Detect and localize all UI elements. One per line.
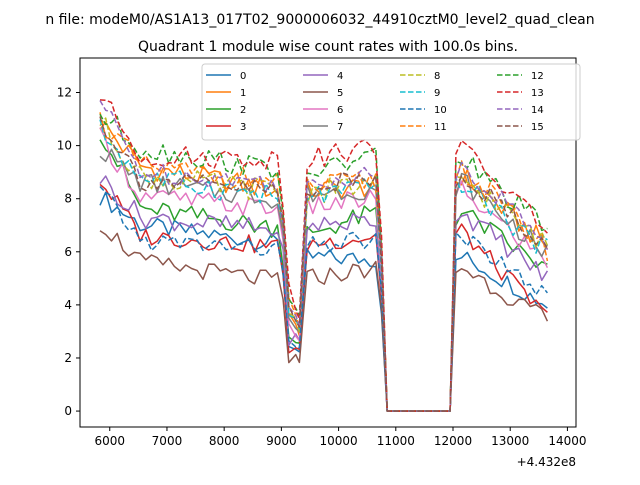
y-axis: 0 2 4 6 8 10 12 xyxy=(57,86,80,418)
chart-title: Quadrant 1 module wise count rates with … xyxy=(138,39,518,55)
y-tick-label: 0 xyxy=(64,404,72,418)
series-line-3 xyxy=(99,183,548,412)
x-axis: 6000 7000 8000 9000 10000 11000 12000 13000 1400… xyxy=(94,427,587,448)
legend-label-10: 10 xyxy=(434,105,447,116)
series-line-9 xyxy=(99,119,548,412)
x-tick-label: 14000 xyxy=(548,434,586,448)
series-line-7 xyxy=(99,148,549,412)
series-line-5 xyxy=(99,230,549,412)
legend-label-7: 7 xyxy=(337,122,343,133)
legend-label-5: 5 xyxy=(337,88,343,99)
plot-frame xyxy=(79,57,577,428)
y-tick-label: 4 xyxy=(64,298,72,312)
legend-label-14: 14 xyxy=(531,105,544,116)
legend-label-4: 4 xyxy=(337,71,343,82)
legend-label-1: 1 xyxy=(240,88,246,99)
y-tick-label: 2 xyxy=(64,351,72,365)
series-line-15 xyxy=(99,116,549,412)
series-line-14 xyxy=(99,100,549,412)
x-tick-label: 10000 xyxy=(319,434,357,448)
x-tick-label: 8000 xyxy=(209,434,240,448)
x-tick-label: 9000 xyxy=(266,434,297,448)
x-tick-label: 11000 xyxy=(377,434,415,448)
series-line-6 xyxy=(99,127,549,412)
legend-label-8: 8 xyxy=(434,71,440,82)
y-tick-label: 8 xyxy=(64,192,72,206)
series-line-2 xyxy=(99,139,548,412)
x-tick-label: 13000 xyxy=(491,434,529,448)
legend-label-11: 11 xyxy=(434,122,447,133)
y-tick-label: 12 xyxy=(57,86,72,100)
series-line-8 xyxy=(99,117,549,412)
x-tick-label: 7000 xyxy=(152,434,183,448)
legend-label-13: 13 xyxy=(531,88,544,99)
series-line-13 xyxy=(99,99,548,412)
series-line-12 xyxy=(99,113,548,412)
legend-label-12: 12 xyxy=(531,71,544,82)
legend-label-15: 15 xyxy=(531,122,544,133)
y-tick-label: 10 xyxy=(57,139,72,153)
legend-box xyxy=(201,63,581,141)
legend-label-0: 0 xyxy=(240,71,246,82)
x-tick-label: 6000 xyxy=(94,434,125,448)
legend-label-3: 3 xyxy=(240,122,246,133)
series-line-10 xyxy=(99,185,548,412)
legend-label-2: 2 xyxy=(240,105,246,116)
figure-suptitle: n file: modeM0/AS1A13_017T02_9000006032_… xyxy=(45,12,594,28)
legend-label-9: 9 xyxy=(434,88,440,99)
y-tick-label: 6 xyxy=(64,245,72,259)
x-tick-label: 12000 xyxy=(434,434,472,448)
legend-label-6: 6 xyxy=(337,105,343,116)
series-line-11 xyxy=(99,112,549,412)
x-offset-label: +4.432e8 xyxy=(517,455,576,469)
series-lines xyxy=(99,99,549,412)
series-line-0 xyxy=(99,191,548,412)
